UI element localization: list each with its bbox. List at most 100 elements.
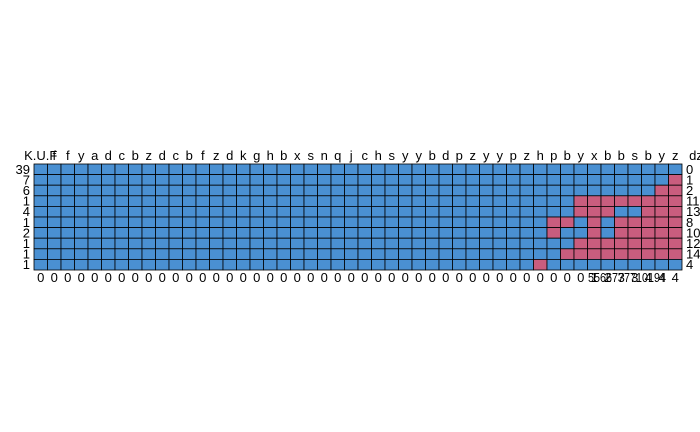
- heatmap-cell: [222, 184, 237, 197]
- heatmap-cell: [47, 184, 62, 197]
- heatmap-cell: [87, 184, 102, 197]
- heatmap-cell: [47, 216, 62, 229]
- heatmap-cell: [303, 195, 318, 207]
- heatmap-cell: [425, 248, 440, 260]
- heatmap-cell: [101, 237, 116, 250]
- heatmap-cell: [465, 237, 480, 250]
- heatmap-cell: [303, 184, 318, 197]
- heatmap-cell: [357, 163, 372, 176]
- heatmap-cell: [330, 163, 345, 176]
- heatmap-cell: [182, 163, 197, 176]
- heatmap-cell: [209, 174, 224, 186]
- heatmap-cell: [222, 237, 237, 250]
- heatmap-cell: [101, 248, 116, 260]
- bottom-label: 0: [348, 270, 355, 285]
- heatmap-cell: [182, 174, 197, 186]
- column-label: c: [362, 148, 369, 163]
- heatmap-cell: [182, 205, 197, 218]
- heatmap-cell: [114, 237, 129, 250]
- heatmap-cell: [398, 237, 413, 250]
- column-label: d: [442, 148, 449, 163]
- heatmap-cell: [128, 248, 143, 260]
- row-label-left: 1: [23, 236, 30, 251]
- heatmap-cell: [398, 195, 413, 207]
- column-label: f: [66, 148, 70, 163]
- heatmap-cell: [614, 163, 629, 176]
- heatmap-cell: [290, 195, 305, 207]
- heatmap-cell: [627, 237, 642, 250]
- bottom-label: 0: [226, 270, 233, 285]
- heatmap-cell: [249, 258, 264, 271]
- heatmap-cell: [317, 205, 332, 218]
- heatmap-cell: [411, 227, 426, 239]
- heatmap-cell: [560, 163, 575, 176]
- heatmap-cell: [546, 248, 561, 260]
- heatmap-cell: [249, 174, 264, 186]
- heatmap-cell: [74, 174, 89, 186]
- heatmap-cell: [74, 216, 89, 229]
- heatmap-cell: [654, 205, 669, 218]
- heatmap-cell: [263, 195, 278, 207]
- heatmap-cell: [101, 258, 116, 271]
- heatmap-cell: [519, 227, 534, 239]
- heatmap-cell: [641, 227, 656, 239]
- column-label: z: [213, 148, 220, 163]
- heatmap-cell: [614, 237, 629, 250]
- heatmap-cell: [101, 163, 116, 176]
- heatmap-cell: [303, 163, 318, 176]
- heatmap-cell: [182, 258, 197, 271]
- heatmap-cell: [276, 174, 291, 186]
- heatmap-cell: [519, 195, 534, 207]
- heatmap-cell: [155, 184, 170, 197]
- heatmap-cell: [452, 163, 467, 176]
- heatmap-cell: [155, 174, 170, 186]
- heatmap-cell: [357, 237, 372, 250]
- column-label: x: [591, 148, 598, 163]
- column-label: b: [618, 148, 625, 163]
- heatmap-cell: [236, 248, 251, 260]
- heatmap-cell: [141, 258, 156, 271]
- heatmap-cell: [452, 184, 467, 197]
- heatmap-cell: [290, 216, 305, 229]
- heatmap-cell: [330, 248, 345, 260]
- heatmap-cell: [452, 237, 467, 250]
- heatmap-cell: [168, 163, 183, 176]
- heatmap-cell: [587, 184, 602, 197]
- heatmap-cell: [47, 258, 62, 271]
- heatmap-cell: [492, 174, 507, 186]
- heatmap-cell: [33, 205, 48, 218]
- heatmap-cell: [654, 184, 669, 197]
- heatmap-cell: [627, 205, 642, 218]
- heatmap-cell: [114, 216, 129, 229]
- heatmap-cell: [465, 227, 480, 239]
- heatmap-cell: [641, 258, 656, 271]
- heatmap-cell: [438, 174, 453, 186]
- heatmap-cell: [573, 227, 588, 239]
- heatmap-cell: [195, 216, 210, 229]
- heatmap-cell: [573, 205, 588, 218]
- heatmap-cell: [438, 227, 453, 239]
- heatmap-cell: [668, 237, 683, 250]
- heatmap-cell: [141, 205, 156, 218]
- heatmap-cell: [668, 195, 683, 207]
- heatmap-cell: [452, 216, 467, 229]
- row-label-left: 39: [16, 162, 30, 177]
- heatmap-cell: [33, 184, 48, 197]
- heatmap-cell: [492, 195, 507, 207]
- heatmap-cell: [587, 205, 602, 218]
- heatmap-cell: [182, 227, 197, 239]
- bottom-label: 0: [186, 270, 193, 285]
- heatmap-cell: [344, 174, 359, 186]
- bottom-label: 0: [105, 270, 112, 285]
- heatmap-cell: [33, 258, 48, 271]
- heatmap-cell: [303, 174, 318, 186]
- heatmap-cell: [47, 174, 62, 186]
- heatmap-cell: [141, 195, 156, 207]
- heatmap-cell: [533, 195, 548, 207]
- column-label: b: [645, 148, 652, 163]
- heatmap-cell: [195, 227, 210, 239]
- heatmap-cell: [668, 163, 683, 176]
- heatmap-cell: [128, 258, 143, 271]
- heatmap-cell: [425, 195, 440, 207]
- heatmap-cell: [587, 163, 602, 176]
